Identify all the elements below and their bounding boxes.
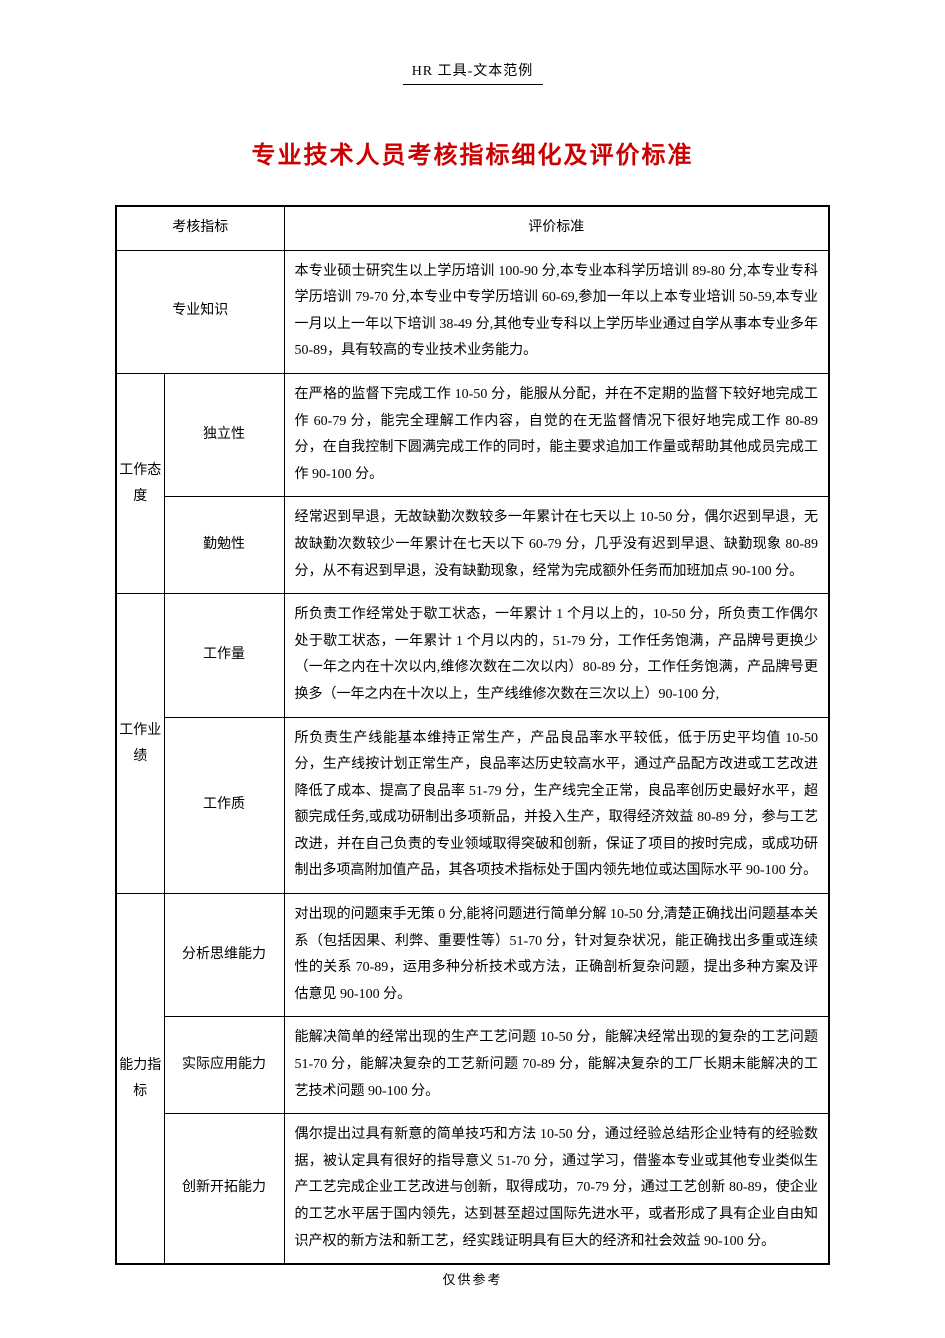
page-header: HR 工具-文本范例 xyxy=(115,60,830,80)
table-row: 能力指标 分析思维能力 对出现的问题束手无策 0 分,能将问题进行简单分解 10… xyxy=(116,894,829,1017)
subcategory-cell: 创新开拓能力 xyxy=(164,1114,284,1264)
table-row: 工作业绩 工作量 所负责工作经常处于歇工状态，一年累计 1 个月以上的，10-5… xyxy=(116,594,829,717)
table-header-row: 考核指标 评价标准 xyxy=(116,206,829,250)
header-underline xyxy=(403,84,543,85)
table-row: 工作质 所负责生产线能基本维持正常生产，产品良品率水平较低，低于历史平均值 10… xyxy=(116,717,829,894)
description-cell: 偶尔提出过具有新意的简单技巧和方法 10-50 分，通过经验总结形企业特有的经验… xyxy=(284,1114,829,1264)
description-cell: 对出现的问题束手无策 0 分,能将问题进行简单分解 10-50 分,清楚正确找出… xyxy=(284,894,829,1017)
category-cell: 工作态度 xyxy=(116,373,164,593)
description-cell: 能解决简单的经常出现的生产工艺问题 10-50 分，能解决经常出现的复杂的工艺问… xyxy=(284,1017,829,1114)
table-row: 专业知识 本专业硕士研究生以上学历培训 100-90 分,本专业本科学历培训 8… xyxy=(116,250,829,373)
subcategory-cell: 专业知识 xyxy=(116,250,284,373)
description-cell: 所负责生产线能基本维持正常生产，产品良品率水平较低，低于历史平均值 10-50 … xyxy=(284,717,829,894)
subcategory-cell: 分析思维能力 xyxy=(164,894,284,1017)
subcategory-cell: 工作质 xyxy=(164,717,284,894)
table-row: 实际应用能力 能解决简单的经常出现的生产工艺问题 10-50 分，能解决经常出现… xyxy=(116,1017,829,1114)
subcategory-cell: 独立性 xyxy=(164,373,284,496)
category-cell: 工作业绩 xyxy=(116,594,164,894)
header-standard: 评价标准 xyxy=(284,206,829,250)
evaluation-table: 考核指标 评价标准 专业知识 本专业硕士研究生以上学历培训 100-90 分,本… xyxy=(115,205,830,1265)
subcategory-cell: 工作量 xyxy=(164,594,284,717)
page-footer: 仅供参考 xyxy=(0,1269,945,1288)
description-cell: 本专业硕士研究生以上学历培训 100-90 分,本专业本科学历培训 89-80 … xyxy=(284,250,829,373)
table-row: 勤勉性 经常迟到早退，无故缺勤次数较多一年累计在七天以上 10-50 分，偶尔迟… xyxy=(116,497,829,594)
table-row: 工作态度 独立性 在严格的监督下完成工作 10-50 分，能服从分配，并在不定期… xyxy=(116,373,829,496)
description-cell: 经常迟到早退，无故缺勤次数较多一年累计在七天以上 10-50 分，偶尔迟到早退，… xyxy=(284,497,829,594)
document-title: 专业技术人员考核指标细化及评价标准 xyxy=(115,135,830,170)
description-cell: 所负责工作经常处于歇工状态，一年累计 1 个月以上的，10-50 分，所负责工作… xyxy=(284,594,829,717)
category-cell: 能力指标 xyxy=(116,894,164,1265)
subcategory-cell: 实际应用能力 xyxy=(164,1017,284,1114)
subcategory-cell: 勤勉性 xyxy=(164,497,284,594)
table-row: 创新开拓能力 偶尔提出过具有新意的简单技巧和方法 10-50 分，通过经验总结形… xyxy=(116,1114,829,1264)
description-cell: 在严格的监督下完成工作 10-50 分，能服从分配，并在不定期的监督下较好地完成… xyxy=(284,373,829,496)
header-indicator: 考核指标 xyxy=(116,206,284,250)
